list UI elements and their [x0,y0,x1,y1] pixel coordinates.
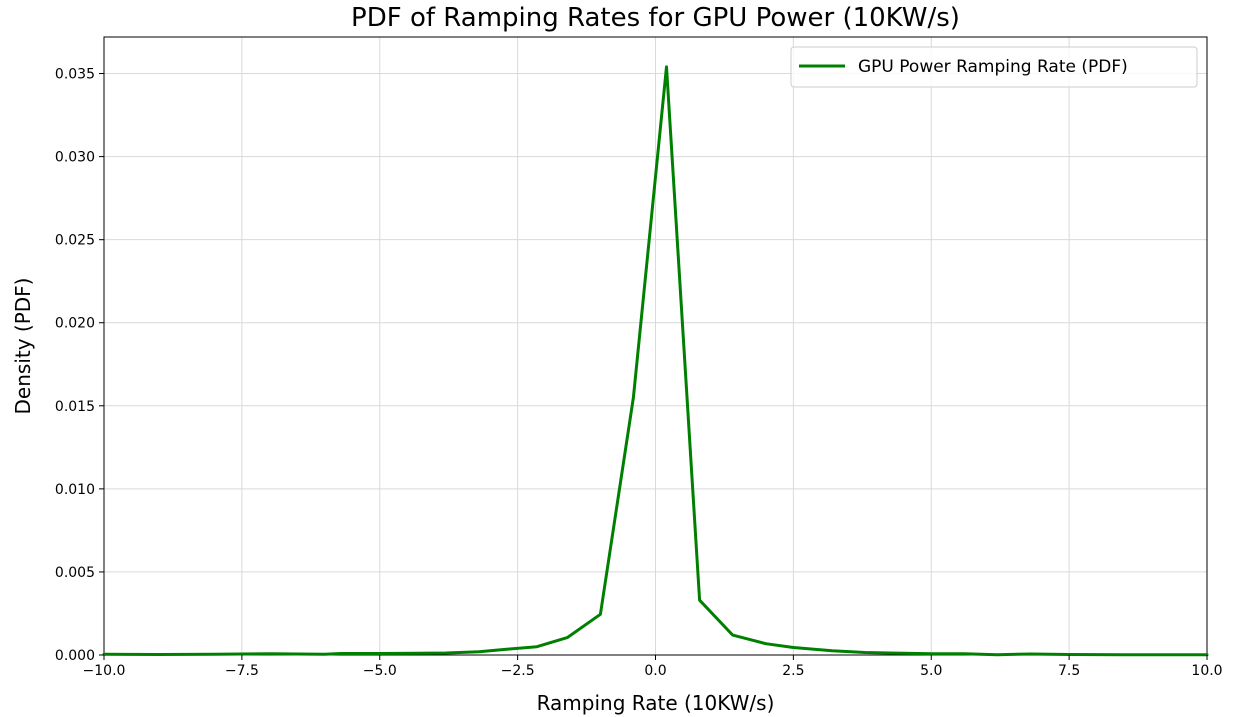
y-tick-label: 0.015 [55,399,95,415]
y-axis-label: Density (PDF) [11,278,35,415]
x-tick-label: −10.0 [83,663,126,679]
x-tick-label: −7.5 [225,663,259,679]
x-tick-label: 10.0 [1191,663,1222,679]
x-tick-label: 5.0 [920,663,942,679]
legend-label-gpu-power: GPU Power Ramping Rate (PDF) [858,57,1128,77]
x-tick-label: 2.5 [782,663,804,679]
series-layer [102,65,1209,657]
x-tick-label: 0.0 [644,663,666,679]
chart-title: PDF of Ramping Rates for GPU Power (10KW… [351,3,960,33]
y-tick-label: 0.005 [55,565,95,581]
y-tick-label: 0.020 [55,316,95,332]
legend-box [790,46,1198,88]
y-tick-label: 0.000 [55,648,95,664]
y-tick-label: 0.035 [55,67,95,83]
grid-lines [103,37,1208,656]
x-axis-ticks: −10.0 −7.5 −5.0 −2.5 0.0 2.5 5.0 7.5 10.0 [83,655,1223,679]
x-tick-label: 7.5 [1058,663,1080,679]
series-line-gpu-power [102,65,1209,657]
y-tick-label: 0.010 [55,482,95,498]
x-tick-label: −5.0 [363,663,397,679]
y-tick-label: 0.030 [55,150,95,166]
x-axis-label: Ramping Rate (10KW/s) [537,691,775,715]
legend: GPU Power Ramping Rate (PDF) [790,46,1198,88]
y-axis-ticks: 0.000 0.005 0.010 0.015 0.020 0.025 0.030 0.035 [55,67,104,664]
y-tick-label: 0.025 [55,233,95,249]
x-tick-label: −2.5 [501,663,535,679]
